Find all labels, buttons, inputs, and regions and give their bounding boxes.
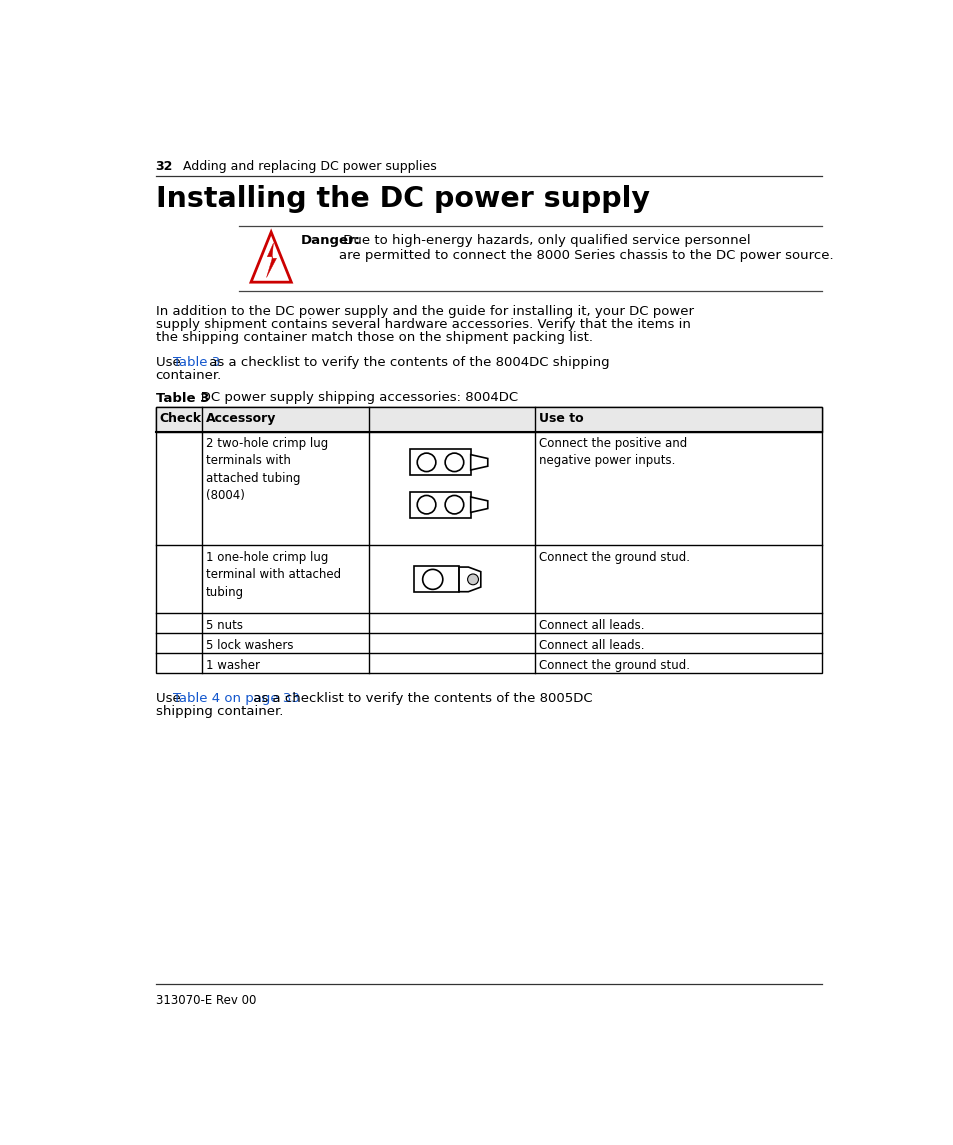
Polygon shape [470, 455, 487, 471]
Text: shipping container.: shipping container. [155, 705, 283, 718]
Polygon shape [470, 497, 487, 513]
Text: Table 4 on page 33: Table 4 on page 33 [172, 692, 299, 705]
Text: 2 two-hole crimp lug
terminals with
attached tubing
(8004): 2 two-hole crimp lug terminals with atta… [206, 437, 328, 503]
Bar [410, 491, 470, 518]
Text: DC power supply shipping accessories: 8004DC: DC power supply shipping accessories: 80… [188, 392, 517, 404]
Text: Table 3: Table 3 [155, 392, 209, 404]
Circle shape [445, 453, 463, 472]
Text: 5 lock washers: 5 lock washers [206, 639, 294, 652]
Polygon shape [266, 243, 276, 277]
Text: Installing the DC power supply: Installing the DC power supply [155, 185, 649, 213]
Text: Connect the ground stud.: Connect the ground stud. [538, 551, 690, 563]
Bar [155, 406, 821, 673]
Text: Due to high-energy hazards, only qualified service personnel
are permitted to co: Due to high-energy hazards, only qualifi… [339, 234, 833, 262]
Text: Accessory: Accessory [206, 411, 276, 425]
Text: container.: container. [155, 369, 222, 382]
Text: Use: Use [155, 356, 185, 369]
Circle shape [445, 496, 463, 514]
Circle shape [467, 574, 478, 585]
Text: 1 one-hole crimp lug
terminal with attached
tubing: 1 one-hole crimp lug terminal with attac… [206, 551, 341, 599]
Text: Table 3: Table 3 [172, 356, 220, 369]
Text: Connect the positive and
negative power inputs.: Connect the positive and negative power … [538, 437, 687, 467]
Text: 1 washer: 1 washer [206, 658, 260, 672]
Bar [414, 567, 458, 592]
Polygon shape [458, 567, 480, 592]
Text: 5 nuts: 5 nuts [206, 618, 243, 632]
Text: Connect all leads.: Connect all leads. [538, 618, 644, 632]
Text: Use to: Use to [538, 411, 583, 425]
Text: as a checklist to verify the contents of the 8004DC shipping: as a checklist to verify the contents of… [205, 356, 609, 369]
Text: Check: Check [159, 411, 201, 425]
Text: 32: 32 [155, 160, 172, 174]
Circle shape [416, 453, 436, 472]
Text: 313070-E Rev 00: 313070-E Rev 00 [155, 994, 255, 1006]
Text: supply shipment contains several hardware accessories. Verify that the items in: supply shipment contains several hardwar… [155, 318, 690, 331]
Bar [410, 449, 470, 475]
Text: as a checklist to verify the contents of the 8005DC: as a checklist to verify the contents of… [249, 692, 592, 705]
Text: Adding and replacing DC power supplies: Adding and replacing DC power supplies [183, 160, 436, 174]
Text: Connect the ground stud.: Connect the ground stud. [538, 658, 690, 672]
Text: Connect all leads.: Connect all leads. [538, 639, 644, 652]
Text: the shipping container match those on the shipment packing list.: the shipping container match those on th… [155, 331, 592, 345]
Text: In addition to the DC power supply and the guide for installing it, your DC powe: In addition to the DC power supply and t… [155, 306, 693, 318]
Text: Use: Use [155, 692, 185, 705]
Circle shape [422, 569, 442, 590]
Text: Danger:: Danger: [300, 234, 360, 246]
Bar [155, 406, 821, 432]
Circle shape [416, 496, 436, 514]
